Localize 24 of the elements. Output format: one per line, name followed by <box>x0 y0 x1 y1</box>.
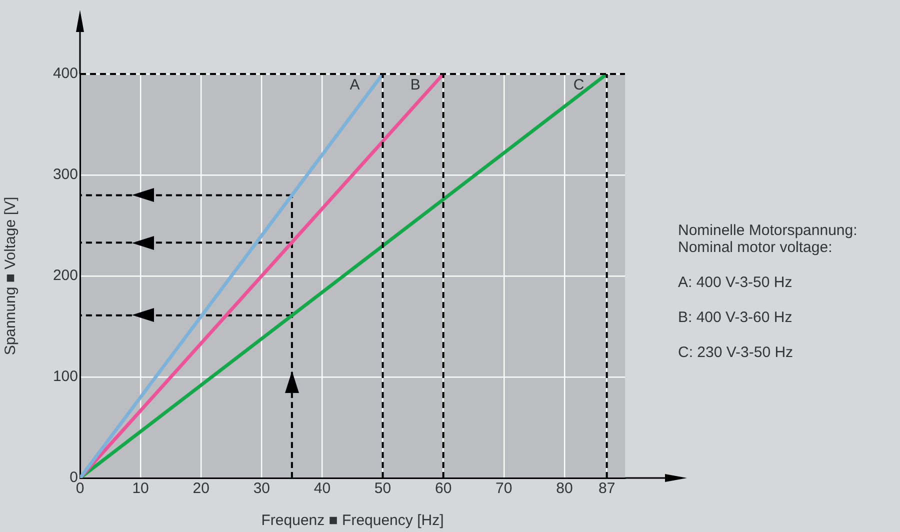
y-tick-label: 400 <box>52 65 78 82</box>
x-tick-label: 50 <box>374 480 392 498</box>
x-tick-label: 87 <box>598 480 616 498</box>
text: B: 400 V-3-60 Hz <box>678 309 794 326</box>
text: C: 230 V-3-50 Hz <box>678 344 794 361</box>
x-tick-label: 30 <box>253 480 270 498</box>
x-tick-label: 10 <box>132 480 149 498</box>
y-tick-label: 300 <box>52 166 78 184</box>
y-tick-label: 100 <box>52 368 78 386</box>
x-axis-title: Frequenz ■ Frequency [Hz] <box>261 512 444 530</box>
y-axis-title: Spannung ■ Voltage [V] <box>2 196 20 356</box>
y-tick-label: 200 <box>52 267 78 284</box>
text: A: 400 V-3-50 Hz <box>678 274 794 291</box>
text: Nominal motor voltage: <box>678 239 834 256</box>
series-label: C <box>573 76 584 94</box>
x-tick-label: 70 <box>496 480 512 498</box>
series-label: B <box>410 76 420 94</box>
series-label: A <box>350 76 360 94</box>
x-tick-label: 40 <box>314 480 331 498</box>
x-tick-label: 80 <box>556 480 573 498</box>
x-tick-label: 60 <box>434 480 452 498</box>
text: Nominelle Motorspannung: <box>678 222 858 239</box>
x-tick-label: 20 <box>192 480 210 498</box>
y-tick-label: 0 <box>70 469 78 486</box>
